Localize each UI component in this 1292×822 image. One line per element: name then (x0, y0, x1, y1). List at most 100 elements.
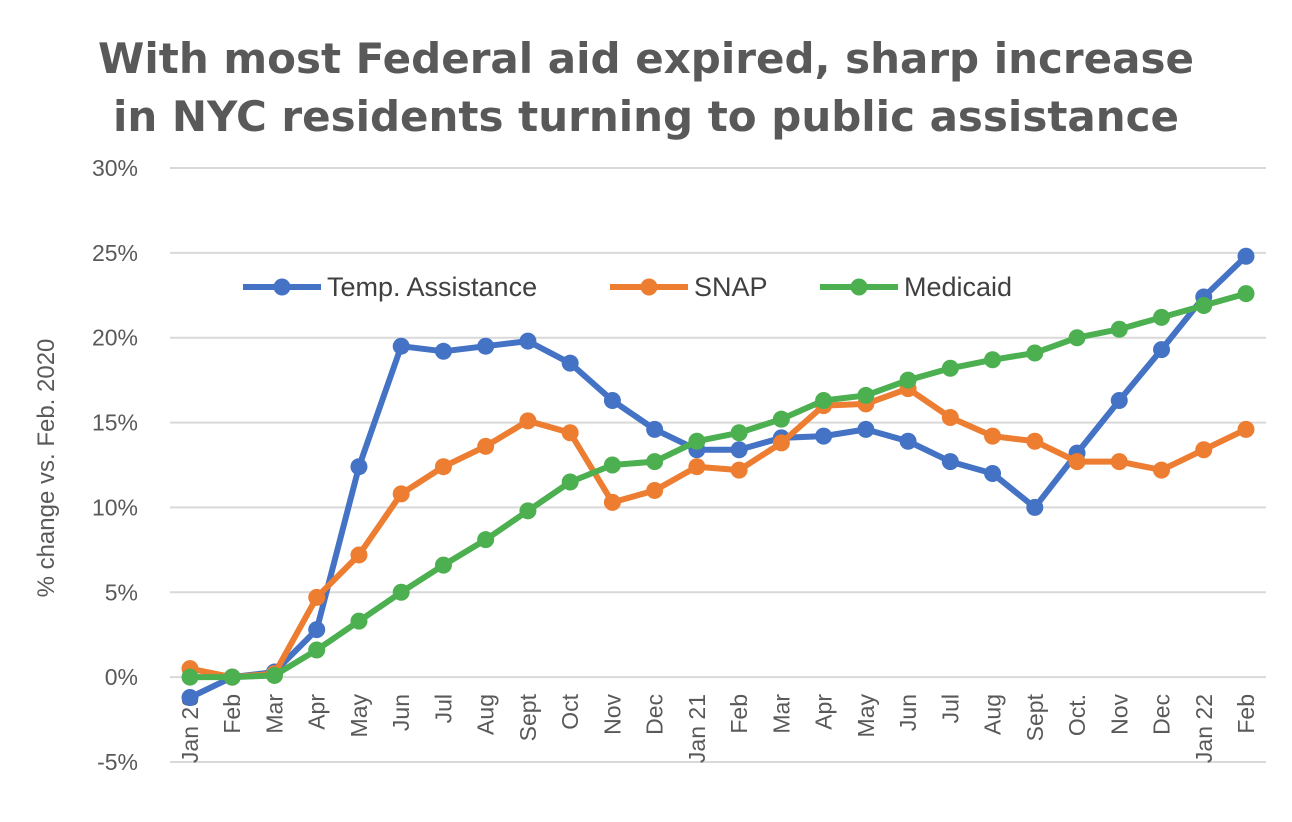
data-point (1110, 453, 1128, 471)
data-point (265, 666, 283, 684)
data-point (561, 473, 579, 491)
y-axis-ticks: -5% 0% 5% 10% 15% 20% 25% 30% (92, 155, 138, 775)
data-point (434, 458, 452, 476)
data-point (1237, 420, 1255, 438)
data-point (603, 456, 621, 474)
data-point (308, 588, 326, 606)
data-point (392, 337, 410, 355)
x-tick-label: Jan 21 (684, 694, 710, 763)
data-point (815, 392, 833, 410)
x-tick-label: Jul (937, 694, 963, 723)
legend-item: SNAP (610, 272, 768, 302)
x-tick-label: Mar (261, 694, 287, 734)
data-point (772, 434, 790, 452)
data-point (223, 668, 241, 686)
data-point (857, 386, 875, 404)
series-1 (181, 380, 1255, 686)
data-point (772, 410, 790, 428)
x-tick-label: Jul (430, 694, 456, 723)
y-tick-label: 5% (105, 579, 138, 605)
data-point (603, 493, 621, 511)
legend-label: Medicaid (904, 272, 1012, 302)
x-tick-label: May (853, 694, 879, 738)
x-tick-label: Jun (388, 694, 414, 731)
data-point (392, 583, 410, 601)
data-point (984, 427, 1002, 445)
chart-title: With most Federal aid expired, sharp inc… (0, 30, 1292, 146)
x-tick-label: Nov (1106, 694, 1132, 735)
chart-title-line-2: in NYC residents turning to public assis… (112, 92, 1180, 141)
data-point (561, 424, 579, 442)
x-tick-label: Dec (1149, 694, 1175, 735)
x-tick-label: Oct. (1064, 694, 1090, 736)
x-tick-label: May (346, 694, 372, 738)
legend-item: Medicaid (820, 272, 1012, 302)
data-point (1026, 344, 1044, 362)
data-point (181, 689, 199, 707)
data-point (519, 502, 537, 520)
data-point (477, 337, 495, 355)
series-lines (181, 247, 1255, 707)
x-tick-label: Mar (768, 694, 794, 734)
data-point (899, 432, 917, 450)
legend-swatch-marker (640, 278, 658, 296)
data-point (688, 432, 706, 450)
x-tick-label: Apr (304, 694, 330, 730)
y-tick-label: -5% (97, 749, 138, 775)
legend-item: Temp. Assistance (243, 272, 537, 302)
data-point (730, 461, 748, 479)
data-point (308, 641, 326, 659)
gridlines (170, 167, 1266, 763)
legend: Temp. Assistance SNAP Medicaid (243, 272, 1012, 302)
series-2 (181, 285, 1255, 686)
x-tick-label: Feb (219, 694, 245, 734)
data-point (1237, 285, 1255, 303)
data-point (1068, 329, 1086, 347)
data-point (688, 458, 706, 476)
data-point (857, 420, 875, 438)
legend-label: SNAP (694, 272, 768, 302)
data-point (730, 424, 748, 442)
data-point (392, 485, 410, 503)
series-line (187, 385, 1249, 681)
series-line (187, 290, 1249, 681)
data-point (1110, 392, 1128, 410)
x-tick-label: Jan 22 (1191, 694, 1217, 763)
data-point (434, 556, 452, 574)
data-point (181, 668, 199, 686)
data-point (350, 458, 368, 476)
x-tick-label: Feb (726, 694, 752, 734)
x-axis-ticks: Jan 20 Feb Mar Apr May Jun Jul Aug Sept Oct Nov Dec… (177, 693, 1259, 763)
legend-swatch-marker (273, 278, 291, 296)
series-0 (181, 247, 1255, 707)
data-point (477, 437, 495, 455)
data-point (941, 408, 959, 426)
data-point (646, 420, 664, 438)
data-point (984, 351, 1002, 369)
x-tick-label: Oct (557, 693, 583, 729)
data-point (1153, 308, 1171, 326)
data-point (1026, 498, 1044, 516)
data-point (1153, 341, 1171, 359)
y-tick-label: 30% (92, 155, 138, 181)
data-point (308, 621, 326, 639)
data-point (350, 546, 368, 564)
y-tick-label: 0% (105, 664, 138, 690)
data-point (1195, 441, 1213, 459)
data-point (603, 392, 621, 410)
y-axis-label: % change vs. Feb. 2020 (33, 339, 60, 598)
data-point (941, 453, 959, 471)
data-point (984, 464, 1002, 482)
x-tick-label: Jun (895, 694, 921, 731)
data-point (646, 453, 664, 471)
data-point (730, 441, 748, 459)
data-point (519, 332, 537, 350)
y-tick-label: 20% (92, 325, 138, 351)
x-tick-label: Apr (811, 694, 837, 730)
data-point (815, 427, 833, 445)
x-tick-label: Aug (473, 694, 499, 735)
data-point (350, 612, 368, 630)
x-tick-label: Aug (980, 694, 1006, 735)
data-point (1110, 320, 1128, 338)
data-point (561, 354, 579, 372)
